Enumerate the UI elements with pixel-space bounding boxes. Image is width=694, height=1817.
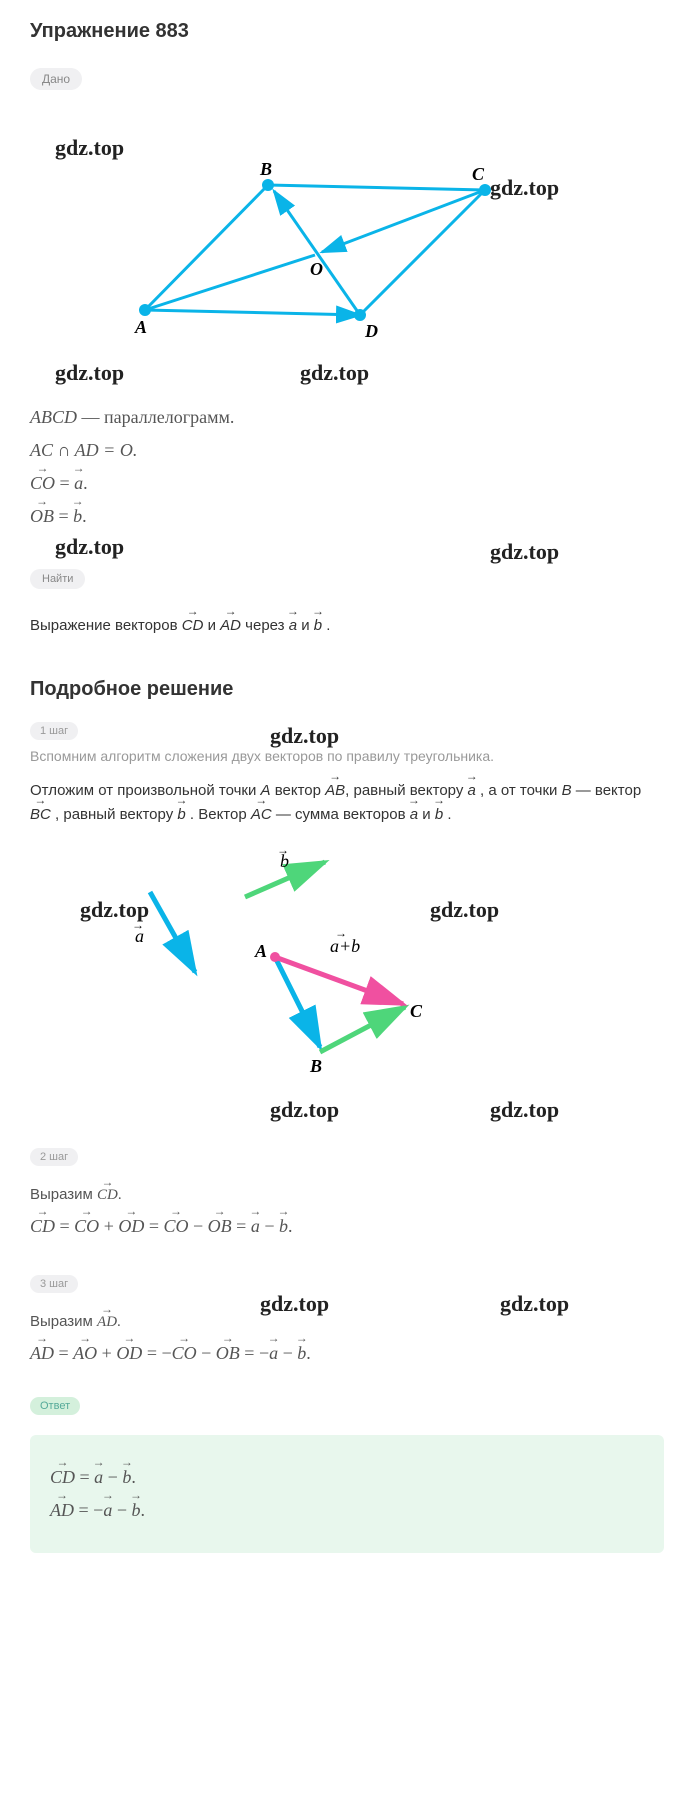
answer-badge: Ответ	[30, 1397, 80, 1415]
find-text: Выражение векторов CD и AD через a и b .	[30, 614, 664, 638]
svg-text:B: B	[309, 1056, 322, 1076]
given-line-2: AC ∩ AD = O.	[30, 440, 664, 461]
diagram-parallelogram: gdz.top gdz.top gdz.top gdz.top A B C D …	[30, 115, 664, 395]
watermark: gdz.top	[500, 1291, 569, 1317]
svg-text:→: →	[335, 926, 347, 940]
watermark: gdz.top	[260, 1291, 329, 1317]
solution-title: Подробное решение	[30, 678, 664, 701]
watermark: gdz.top	[490, 1097, 559, 1123]
watermark: gdz.top	[80, 897, 149, 923]
svg-text:A: A	[254, 941, 267, 961]
svg-text:C: C	[472, 164, 485, 184]
svg-text:C: C	[410, 1001, 423, 1021]
step-1-label: Вспомним алгоритм сложения двух векторов…	[30, 748, 664, 764]
given-line-1: ABCD — параллелограмм.	[30, 407, 664, 428]
watermark: gdz.top	[490, 539, 559, 565]
watermark: gdz.top	[55, 135, 124, 161]
triangle-rule-svg: a → b → a+b → A B C	[30, 837, 630, 1117]
find-badge: Найти	[30, 569, 85, 589]
watermark: gdz.top	[270, 723, 339, 749]
svg-text:B: B	[259, 159, 272, 179]
exercise-title: Упражнение 883	[30, 20, 664, 43]
step-1-badge: 1 шаг	[30, 722, 78, 740]
answer-line-1: CD = a − b.	[50, 1467, 644, 1488]
given-line-3: CO = a.	[30, 473, 664, 494]
answer-line-2: AD = −a − b.	[50, 1500, 644, 1521]
given-badge: Дано	[30, 68, 82, 90]
watermark: gdz.top	[490, 175, 559, 201]
diagram-triangle-rule: gdz.top gdz.top gdz.top gdz.top a → b → …	[30, 837, 664, 1137]
svg-text:→: →	[277, 843, 289, 857]
step-2-express: Выразим CD.	[30, 1186, 664, 1204]
svg-text:A: A	[134, 317, 147, 337]
answer-box: CD = a − b. AD = −a − b.	[30, 1435, 664, 1553]
step-1-text: Отложим от произвольной точки A вектор A…	[30, 779, 664, 827]
watermark: gdz.top	[55, 534, 124, 560]
watermark: gdz.top	[300, 360, 369, 386]
given-line-4: OB = b.	[30, 506, 664, 527]
watermark: gdz.top	[270, 1097, 339, 1123]
step-3-equation: AD = AO + OD = −CO − OB = −a − b.	[30, 1343, 664, 1364]
step-2-equation: CD = CO + OD = CO − OB = a − b.	[30, 1216, 664, 1237]
watermark: gdz.top	[430, 897, 499, 923]
watermark: gdz.top	[55, 360, 124, 386]
svg-text:O: O	[310, 259, 323, 279]
step-3-badge: 3 шаг	[30, 1275, 78, 1293]
step-2-badge: 2 шаг	[30, 1148, 78, 1166]
svg-text:D: D	[364, 321, 378, 341]
